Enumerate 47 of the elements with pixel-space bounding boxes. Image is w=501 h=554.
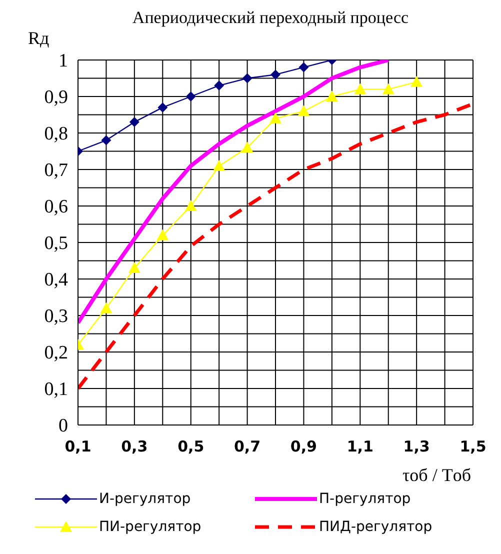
point	[354, 83, 366, 94]
point	[410, 76, 423, 87]
x-tick-label: 0,3	[121, 438, 148, 456]
y-tick-label: 0,7	[44, 160, 68, 182]
point	[270, 112, 282, 124]
x-tick-label: 1,5	[460, 438, 486, 456]
y-tick-label: 0,9	[44, 87, 68, 108]
point	[158, 102, 168, 112]
x-tick-label: 0,7	[234, 438, 261, 456]
y-tick-label: 0,8	[44, 124, 68, 145]
point	[242, 73, 252, 84]
point	[213, 160, 226, 171]
point	[101, 135, 112, 146]
point	[241, 142, 254, 153]
line-series	[78, 102, 473, 390]
point	[298, 105, 310, 116]
y-tick-label: 1	[58, 50, 68, 72]
line-series	[78, 60, 390, 325]
y-axis-title: Rд	[28, 28, 50, 50]
y-tick-label: 0,2	[44, 342, 68, 364]
legend-label: ПИД-регулятор	[319, 519, 432, 535]
point	[100, 302, 112, 314]
point	[270, 70, 280, 80]
point	[214, 80, 224, 91]
y-tick-label: 0,6	[44, 196, 68, 218]
chart-title: Апериодический переходный процесс	[131, 8, 410, 28]
legend-label: П-регулятор	[319, 491, 411, 507]
point	[128, 262, 140, 274]
y-tick-label: 0,1	[44, 379, 68, 400]
x-tick-label: 1,3	[403, 438, 430, 456]
legend-label: ПИ-регулятор	[99, 519, 202, 535]
y-tick-label: 0,3	[44, 306, 68, 328]
y-tick-label: 0	[58, 416, 68, 437]
x-axis-title: τоб / Tоб	[402, 465, 471, 485]
x-tick-label: 0,5	[178, 438, 204, 456]
point	[184, 200, 197, 211]
x-tick-label: 0,9	[290, 438, 318, 456]
x-tick-label: 1,1	[346, 438, 374, 456]
point	[326, 90, 338, 102]
point	[186, 92, 196, 102]
legend-label: И-регулятор	[99, 491, 191, 507]
point	[156, 229, 169, 240]
point	[298, 62, 309, 72]
y-tick-label: 0,5	[44, 233, 68, 254]
y-tick-label: 0,4	[44, 270, 68, 291]
point	[129, 117, 140, 128]
point	[382, 83, 394, 94]
